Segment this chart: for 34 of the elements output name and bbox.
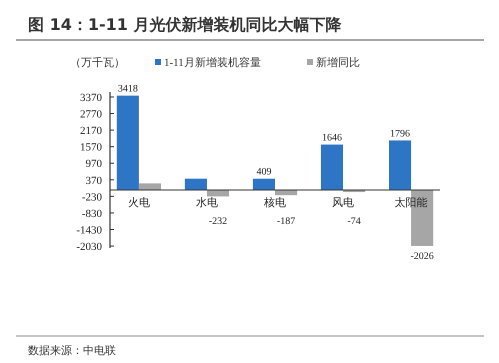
y-axis-title: （万千瓦） [70,56,125,69]
bar [116,96,139,190]
data-label: -2026 [410,250,434,262]
y-tick-label: 2770 [80,108,102,121]
x-tick-label: 火电 [128,196,150,210]
x-tick-label: 风电 [332,196,354,210]
y-tick-label: -830 [82,208,102,220]
y-tick-label: 970 [86,158,102,170]
legend-label: 新增同比 [316,56,360,69]
data-label: 1796 [390,128,410,140]
y-tick-label: -230 [82,191,102,204]
y-tick-label: 2170 [80,125,102,138]
bar [320,144,344,190]
source-note: 数据来源：中电联 [28,344,116,357]
y-tick-label: -2030 [76,241,102,254]
y-tick-label: 370 [86,174,102,187]
x-tick-label: 水电 [196,196,218,210]
bar [206,190,230,196]
y-tick-label: -1430 [76,224,102,236]
bar [138,183,162,190]
data-label: -187 [276,216,296,228]
data-label: 3418 [118,84,138,95]
data-label: 1646 [322,132,342,144]
legend-label: 1-11月新增装机容量 [164,56,261,69]
bar [184,178,207,190]
x-tick-label: 核电 [263,196,286,210]
bar [388,140,412,190]
data-label: 409 [256,166,272,178]
bar [252,178,275,190]
y-tick-label: 3370 [80,92,102,104]
data-label: -232 [208,216,228,228]
y-tick-label: 1570 [80,142,102,154]
chart-title: 图 14：1-11 月光伏新增装机同比大幅下降 [28,15,342,34]
data-label: -74 [347,216,361,228]
